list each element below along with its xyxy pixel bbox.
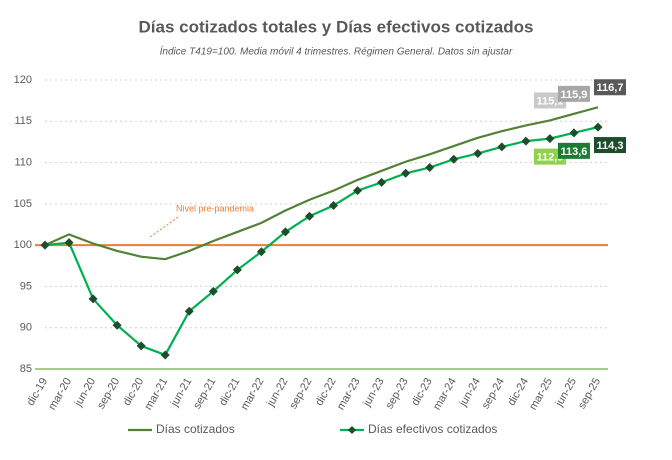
chart-title: Días cotizados totales y Días efectivos … bbox=[139, 17, 534, 36]
marker bbox=[329, 201, 339, 211]
x-tick-label: mar-21 bbox=[143, 376, 171, 412]
value-label-group: 115,1 bbox=[533, 92, 566, 109]
value-label-box bbox=[594, 137, 626, 154]
value-label: 114,3 bbox=[597, 140, 624, 152]
value-label-group: 113,6 bbox=[557, 142, 590, 159]
y-tick-label: 115 bbox=[14, 115, 32, 127]
value-label-group: 114,3 bbox=[594, 137, 626, 154]
marker bbox=[569, 128, 579, 138]
x-tick-label: dic-20 bbox=[121, 376, 146, 408]
value-label-box bbox=[557, 142, 590, 159]
value-label-box bbox=[594, 79, 626, 96]
x-tick-label: jun-21 bbox=[168, 376, 194, 409]
x-tick-label: mar-20 bbox=[46, 376, 74, 412]
x-tick-label: sep-24 bbox=[480, 376, 507, 411]
value-label-group: 116,7 bbox=[594, 79, 626, 96]
series-line bbox=[44, 106, 599, 261]
marker bbox=[160, 350, 170, 360]
marker bbox=[64, 238, 74, 248]
marker bbox=[353, 186, 363, 196]
x-tick-label: dic-24 bbox=[506, 376, 531, 408]
marker bbox=[545, 134, 555, 144]
y-tick-label: 85 bbox=[20, 363, 32, 375]
x-tick-label: dic-23 bbox=[409, 376, 434, 408]
x-tick-label: sep-21 bbox=[191, 376, 218, 411]
y-tick-label: 100 bbox=[14, 239, 32, 251]
legend-label: Días cotizados bbox=[156, 422, 235, 436]
x-tick-label: jun-24 bbox=[457, 376, 483, 409]
value-label-group: 115,9 bbox=[557, 85, 590, 102]
x-tick-label: mar-25 bbox=[527, 376, 555, 412]
x-tick-label: sep-25 bbox=[576, 376, 603, 411]
x-tick-label: sep-23 bbox=[384, 376, 411, 411]
value-label-group: 112,9 bbox=[533, 148, 566, 165]
marker bbox=[88, 294, 98, 304]
series-line bbox=[44, 125, 599, 357]
value-label: 115,1 bbox=[536, 95, 563, 107]
x-tick-label: mar-22 bbox=[239, 376, 267, 412]
chart-subtitle: Índice T419=100. Media móvil 4 trimestre… bbox=[160, 45, 513, 58]
value-label-box bbox=[533, 92, 566, 109]
x-tick-label: mar-23 bbox=[335, 376, 363, 412]
marker bbox=[425, 163, 435, 173]
marker bbox=[112, 320, 122, 330]
value-label-box bbox=[533, 148, 566, 165]
x-tick-label: jun-25 bbox=[553, 376, 579, 409]
marker bbox=[232, 265, 242, 275]
marker bbox=[377, 177, 387, 187]
marker bbox=[473, 148, 483, 158]
x-tick-label: jun-22 bbox=[264, 376, 290, 409]
legend-label: Días efectivos cotizados bbox=[368, 422, 497, 436]
marker bbox=[593, 122, 603, 132]
x-tick-label: jun-23 bbox=[361, 376, 387, 409]
x-tick-label: dic-21 bbox=[217, 376, 242, 408]
y-tick-label: 120 bbox=[14, 74, 32, 86]
value-label: 115,9 bbox=[560, 89, 587, 101]
marker bbox=[401, 168, 411, 178]
x-tick-label: dic-22 bbox=[313, 376, 338, 408]
y-tick-label: 105 bbox=[14, 198, 32, 210]
y-tick-label: 110 bbox=[14, 156, 32, 168]
marker bbox=[256, 247, 266, 257]
marker bbox=[40, 240, 50, 250]
marker bbox=[497, 142, 507, 152]
value-label: 116,7 bbox=[597, 82, 624, 94]
marker bbox=[136, 341, 146, 351]
marker bbox=[208, 286, 218, 296]
x-tick-label: dic-19 bbox=[25, 376, 50, 408]
legend-marker bbox=[348, 426, 356, 434]
value-label: 112,9 bbox=[536, 152, 563, 164]
x-tick-label: sep-22 bbox=[287, 376, 314, 411]
reference-arrow bbox=[149, 216, 179, 238]
value-label-box bbox=[557, 85, 590, 102]
marker bbox=[521, 136, 531, 146]
value-label: 113,6 bbox=[560, 146, 587, 158]
x-tick-label: jun-20 bbox=[72, 376, 98, 409]
y-tick-label: 90 bbox=[20, 322, 32, 334]
marker bbox=[449, 154, 459, 164]
y-tick-label: 95 bbox=[20, 280, 32, 292]
marker bbox=[184, 306, 194, 316]
x-tick-label: sep-20 bbox=[95, 376, 122, 411]
reference-label: Nivel pre-pandemia bbox=[176, 204, 254, 214]
marker bbox=[280, 227, 290, 237]
marker bbox=[304, 211, 314, 221]
x-tick-label: mar-24 bbox=[431, 376, 459, 412]
